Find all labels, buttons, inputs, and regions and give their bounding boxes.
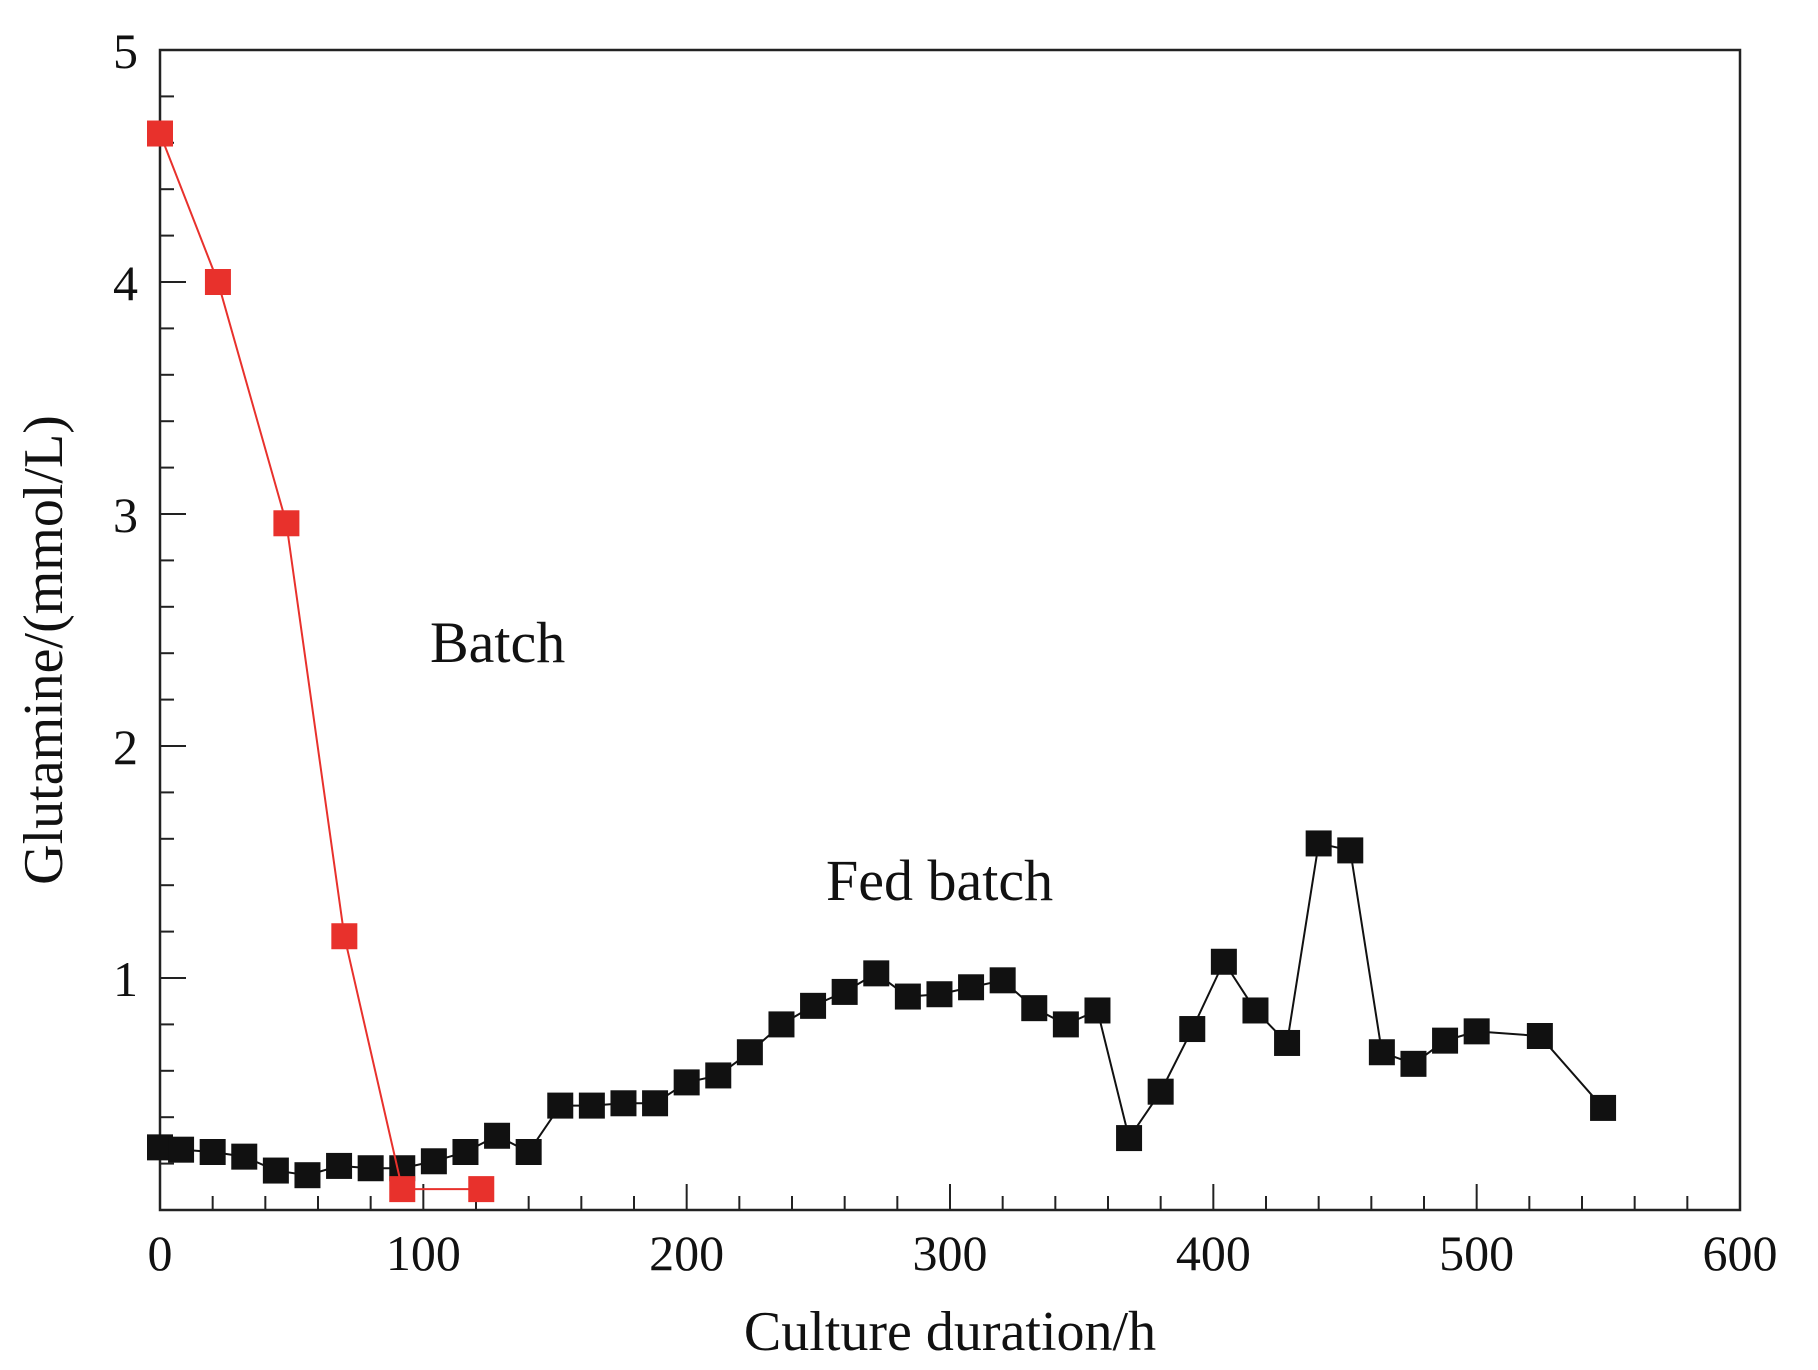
fed-batch-point xyxy=(1432,1028,1458,1054)
fed-batch-point xyxy=(1527,1023,1553,1049)
x-tick-label: 0 xyxy=(148,1225,173,1281)
batch-point xyxy=(147,121,173,147)
x-tick-labels: 0 100 200 300 400 500 600 xyxy=(148,1225,1778,1281)
fed-batch-point xyxy=(705,1062,731,1088)
fed-batch-point xyxy=(579,1093,605,1119)
series-layer xyxy=(147,121,1616,1203)
fed-batch-series-label: Fed batch xyxy=(826,848,1053,913)
batch-point xyxy=(205,269,231,295)
y-tick-label: 3 xyxy=(113,487,138,543)
fed-batch-point xyxy=(1274,1030,1300,1056)
batch-point xyxy=(273,510,299,536)
fed-batch-point xyxy=(737,1039,763,1065)
fed-batch-point xyxy=(263,1158,289,1184)
fed-batch-point xyxy=(294,1162,320,1188)
x-tick-label: 100 xyxy=(386,1225,461,1281)
x-axis-label: Culture duration/h xyxy=(744,1301,1156,1363)
fed-batch-point xyxy=(1053,1011,1079,1037)
fed-batch-point xyxy=(958,974,984,1000)
fed-batch-point xyxy=(1242,997,1268,1023)
x-tick-label: 600 xyxy=(1703,1225,1778,1281)
fed-batch-point xyxy=(421,1148,447,1174)
fed-batch-point xyxy=(926,981,952,1007)
fed-batch-point xyxy=(832,979,858,1005)
batch-series-label: Batch xyxy=(430,610,565,675)
fed-batch-point xyxy=(1211,949,1237,975)
fed-batch-point xyxy=(200,1139,226,1165)
fed-batch-point xyxy=(642,1090,668,1116)
fed-batch-point xyxy=(1337,837,1363,863)
fed-batch-point xyxy=(231,1144,257,1170)
fed-batch-point xyxy=(990,967,1016,993)
y-axis-label: Glutamine/(mmol/L) xyxy=(13,415,75,885)
fed-batch-point xyxy=(452,1139,478,1165)
fed-batch-point xyxy=(863,960,889,986)
fed-batch-point xyxy=(168,1137,194,1163)
batch-point xyxy=(331,923,357,949)
fed-batch-point xyxy=(1179,1016,1205,1042)
fed-batch-point xyxy=(1148,1079,1174,1105)
fed-batch-point xyxy=(1400,1051,1426,1077)
y-minor-ticks xyxy=(160,50,186,1210)
fed-batch-point xyxy=(358,1155,384,1181)
fed-batch-point xyxy=(800,993,826,1019)
batch-point xyxy=(468,1176,494,1202)
fed-batch-point xyxy=(1116,1125,1142,1151)
y-tick-label: 4 xyxy=(113,255,138,311)
fed-batch-point xyxy=(610,1090,636,1116)
fed-batch-point xyxy=(895,984,921,1010)
fed-batch-point xyxy=(768,1011,794,1037)
x-tick-label: 500 xyxy=(1439,1225,1514,1281)
fed-batch-point xyxy=(326,1153,352,1179)
plot-frame xyxy=(160,50,1740,1210)
x-tick-label: 300 xyxy=(913,1225,988,1281)
y-tick-labels: 1 2 3 4 5 xyxy=(113,23,138,1007)
fed-batch-point xyxy=(1306,830,1332,856)
fed-batch-point xyxy=(1021,995,1047,1021)
fed-batch-point xyxy=(674,1069,700,1095)
fed-batch-point xyxy=(547,1093,573,1119)
fed-batch-point xyxy=(1464,1018,1490,1044)
x-tick-label: 200 xyxy=(649,1225,724,1281)
y-tick-label: 5 xyxy=(113,23,138,79)
y-tick-label: 1 xyxy=(113,951,138,1007)
x-tick-label: 400 xyxy=(1176,1225,1251,1281)
fed-batch-point xyxy=(1369,1039,1395,1065)
fed-batch-point xyxy=(1590,1095,1616,1121)
batch-point xyxy=(389,1176,415,1202)
fed-batch-point xyxy=(484,1123,510,1149)
y-tick-label: 2 xyxy=(113,719,138,775)
fed-batch-point xyxy=(516,1139,542,1165)
fed-batch-point xyxy=(1084,997,1110,1023)
